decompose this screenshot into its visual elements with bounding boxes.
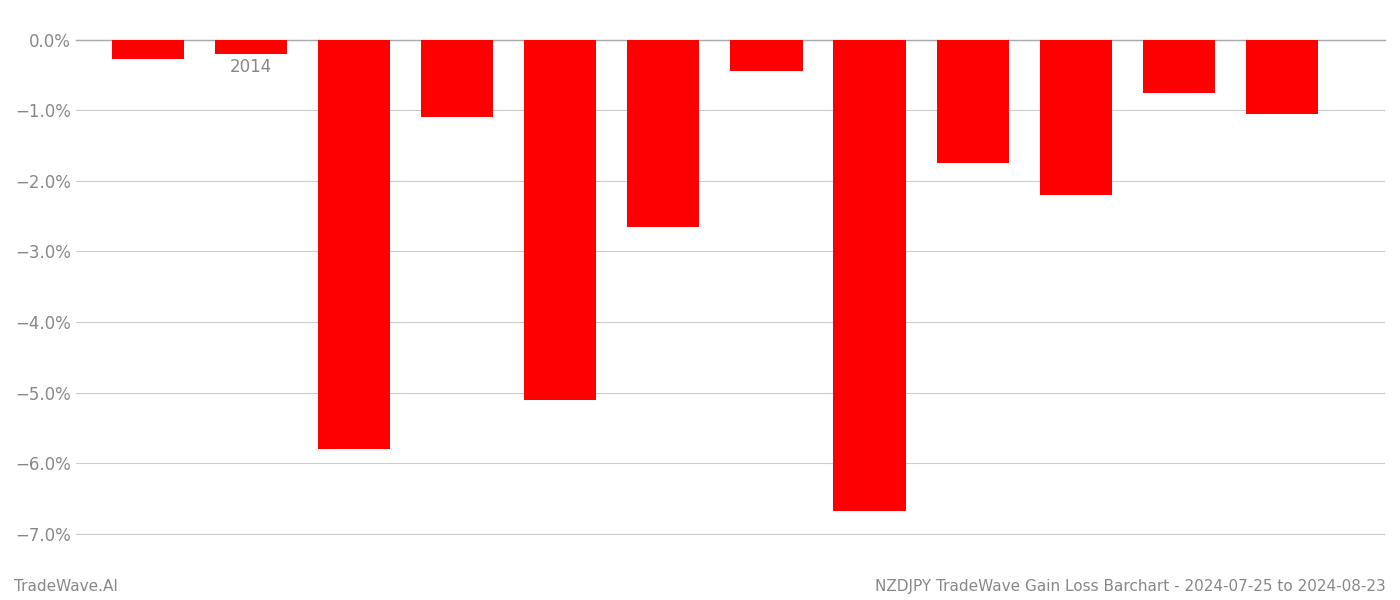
Bar xyxy=(937,40,1009,163)
Bar xyxy=(1246,40,1317,114)
Bar xyxy=(1142,40,1215,92)
Bar xyxy=(318,40,391,449)
Bar xyxy=(421,40,493,118)
Bar xyxy=(731,40,802,71)
Bar xyxy=(524,40,596,400)
Text: TradeWave.AI: TradeWave.AI xyxy=(14,579,118,594)
Text: NZDJPY TradeWave Gain Loss Barchart - 2024-07-25 to 2024-08-23: NZDJPY TradeWave Gain Loss Barchart - 20… xyxy=(875,579,1386,594)
Bar xyxy=(833,40,906,511)
Bar xyxy=(112,40,183,59)
Bar xyxy=(1040,40,1112,195)
Bar xyxy=(627,40,700,227)
Bar xyxy=(216,40,287,54)
